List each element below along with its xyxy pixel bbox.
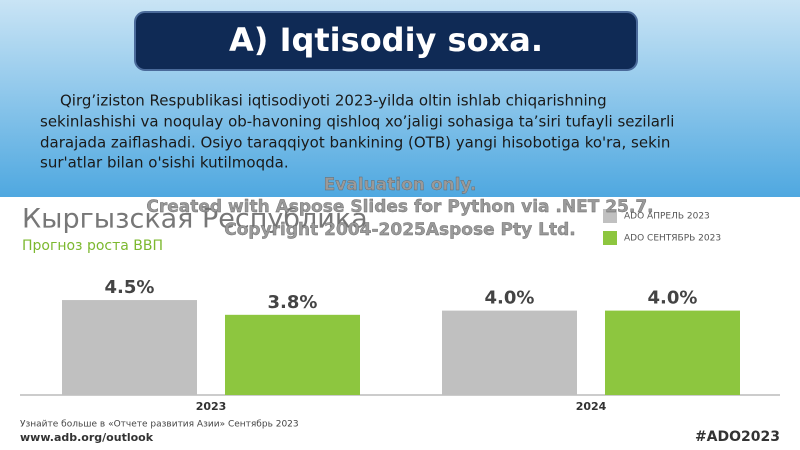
paragraph-line: sekinlashishi va noqulay ob-havoning qis… xyxy=(40,113,674,131)
value-label: 4.5% xyxy=(105,277,155,298)
chart-subtitle: Прогноз роста ВВП xyxy=(22,238,163,254)
footer-hashtag: #ADO2023 xyxy=(695,429,780,445)
footer-url: www.adb.org/outlook xyxy=(20,431,154,444)
paragraph-line: Qirg’iziston Respublikasi iqtisodiyoti 2… xyxy=(60,92,607,110)
footer-note: Узнайте больше в «Отчете развития Азии» … xyxy=(20,420,299,430)
bar xyxy=(62,300,197,395)
bar xyxy=(442,310,577,395)
legend-label: ADO СЕНТЯБРЬ 2023 xyxy=(624,234,721,244)
watermark: Copyright 2004-2025Aspose Pty Ltd. xyxy=(224,220,575,240)
value-label: 4.0% xyxy=(648,288,698,309)
paragraph-line: sur'atlar bilan o'sishi kutilmoqda. xyxy=(40,154,289,172)
legend-swatch xyxy=(603,231,617,245)
legend-label: ADO АПРЕЛЬ 2023 xyxy=(624,212,710,222)
chart-title: Кыргызская Республика xyxy=(22,204,368,235)
bar xyxy=(225,314,360,395)
title-box xyxy=(134,11,638,71)
paragraph-line: darajada zaiflashadi. Osiyo taraqqiyot b… xyxy=(40,134,670,152)
slide-title: A) Iqtisodiy soxa. xyxy=(229,21,543,59)
x-tick-label: 2023 xyxy=(196,400,227,413)
watermark: Evaluation only. xyxy=(324,175,477,195)
legend-swatch xyxy=(603,209,617,223)
value-label: 4.0% xyxy=(485,288,535,309)
watermark: Created with Aspose Slides for Python vi… xyxy=(146,197,653,217)
bar xyxy=(605,310,740,395)
value-label: 3.8% xyxy=(268,292,318,313)
x-tick-label: 2024 xyxy=(576,400,607,413)
